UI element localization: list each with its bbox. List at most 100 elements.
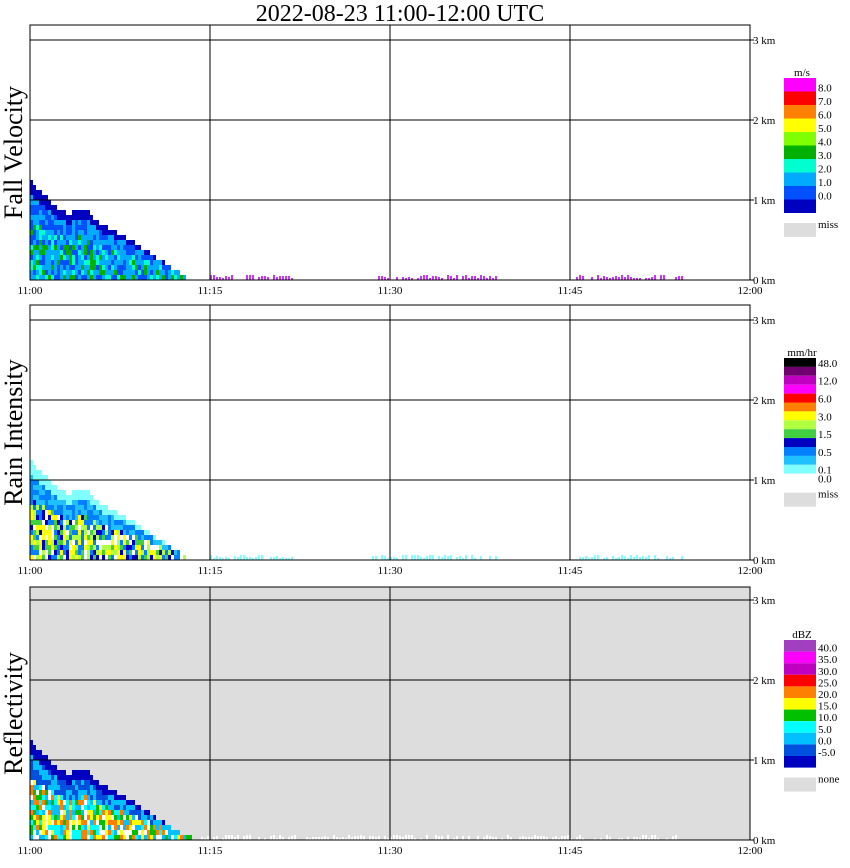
echo-cell <box>45 545 48 550</box>
echo-cell <box>33 205 36 210</box>
echo-cell <box>96 535 99 540</box>
return-cell <box>219 277 221 280</box>
echo-cell <box>90 555 93 560</box>
echo-cell <box>39 820 42 825</box>
echo-cell <box>105 835 108 840</box>
echo-cell <box>81 260 84 265</box>
echo-cell <box>84 220 87 225</box>
return-cell <box>423 275 425 280</box>
echo-cell <box>54 205 57 210</box>
echo-cell <box>159 820 162 825</box>
echo-cell <box>66 260 69 265</box>
return-cell <box>390 837 392 840</box>
echo-cell <box>174 555 177 560</box>
echo-cell <box>126 240 129 245</box>
echo-cell <box>87 265 90 270</box>
echo-cell <box>93 825 96 830</box>
echo-cell <box>30 255 33 260</box>
echo-cell <box>84 520 87 525</box>
return-cell <box>282 837 284 840</box>
echo-cell <box>63 530 66 535</box>
echo-cell <box>66 780 69 785</box>
echo-cell <box>63 825 66 830</box>
echo-cell <box>30 545 33 550</box>
echo-cell <box>117 815 120 820</box>
echo-cell <box>108 275 111 280</box>
echo-cell <box>33 505 36 510</box>
echo-cell <box>39 215 42 220</box>
echo-cell <box>69 255 72 260</box>
echo-cell <box>96 785 99 790</box>
echo-cell <box>87 235 90 240</box>
echo-cell <box>30 245 33 250</box>
echo-cell <box>78 490 81 495</box>
echo-cell <box>108 555 111 560</box>
echo-cell <box>60 210 63 215</box>
echo-cell <box>36 470 39 475</box>
echo-cell <box>132 805 135 810</box>
echo-cell <box>168 555 171 560</box>
echo-cell <box>93 780 96 785</box>
echo-cell <box>87 220 90 225</box>
echo-cell <box>159 275 162 280</box>
echo-cell <box>108 795 111 800</box>
echo-cell <box>36 750 39 755</box>
return-cell <box>612 277 614 280</box>
echo-cell <box>114 545 117 550</box>
echo-cell <box>72 825 75 830</box>
echo-cell <box>132 810 135 815</box>
echo-cell <box>111 265 114 270</box>
x-tick-label: 11:15 <box>198 565 223 577</box>
echo-cell <box>36 790 39 795</box>
echo-cell <box>72 220 75 225</box>
echo-cell <box>33 185 36 190</box>
echo-cell <box>75 215 78 220</box>
echo-cell <box>69 805 72 810</box>
echo-cell <box>72 225 75 230</box>
echo-cell <box>108 805 111 810</box>
return-cell <box>630 277 632 280</box>
echo-cell <box>51 805 54 810</box>
colorbar-label: 1.5 <box>818 429 832 441</box>
echo-cell <box>42 270 45 275</box>
echo-cell <box>42 775 45 780</box>
echo-cell <box>51 820 54 825</box>
echo-cell <box>114 230 117 235</box>
echo-cell <box>39 805 42 810</box>
echo-cell <box>150 545 153 550</box>
echo-cell <box>72 810 75 815</box>
echo-cell <box>102 540 105 545</box>
echo-cell <box>57 210 60 215</box>
echo-cell <box>66 820 69 825</box>
echo-cell <box>105 240 108 245</box>
echo-cell <box>123 550 126 555</box>
echo-cell <box>150 275 153 280</box>
echo-cell <box>54 800 57 805</box>
echo-cell <box>87 240 90 245</box>
echo-cell <box>33 530 36 535</box>
echo-cell <box>153 550 156 555</box>
echo-cell <box>45 500 48 505</box>
echo-cell <box>117 255 120 260</box>
colorbar-label: -5.0 <box>818 747 836 759</box>
echo-cell <box>123 540 126 545</box>
echo-cell <box>60 800 63 805</box>
return-cell <box>405 555 407 560</box>
echo-cell <box>69 775 72 780</box>
echo-cell <box>54 545 57 550</box>
echo-cell <box>63 245 66 250</box>
echo-cell <box>87 500 90 505</box>
echo-cell <box>48 270 51 275</box>
colorbar-label: 12.0 <box>818 376 838 388</box>
plot-frame <box>29 586 751 841</box>
echo-cell <box>51 810 54 815</box>
echo-cell <box>108 255 111 260</box>
return-cell <box>258 277 260 280</box>
return-cell <box>681 556 683 560</box>
echo-cell <box>60 495 63 500</box>
return-cell <box>651 835 653 840</box>
return-cell <box>672 836 674 840</box>
echo-cell <box>48 555 51 560</box>
echo-cell <box>129 555 132 560</box>
return-cell <box>384 836 386 840</box>
